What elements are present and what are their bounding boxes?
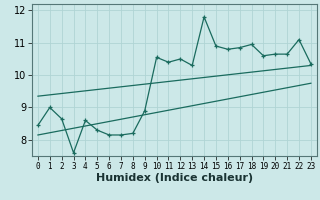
X-axis label: Humidex (Indice chaleur): Humidex (Indice chaleur) (96, 173, 253, 183)
